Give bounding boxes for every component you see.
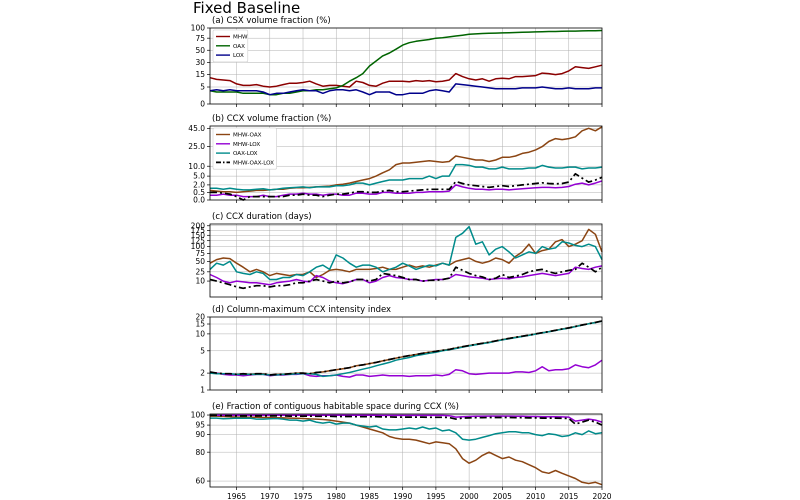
x-tick-label: 2020	[592, 492, 611, 500]
x-tick-label: 2015	[559, 492, 578, 500]
series-line-mhw-oax-lox	[210, 172, 603, 201]
y-tick-label: 10	[195, 277, 205, 286]
panel-a: (a) CSX volume fraction (%) 0 5 15 30 50 75100…	[191, 16, 603, 109]
y-tick-label: 80	[195, 448, 205, 457]
y-tick-label: 2	[200, 369, 205, 378]
y-tick-label: 60	[195, 477, 205, 486]
x-tick-label: 1990	[393, 492, 412, 500]
x-tick-label: 1995	[426, 492, 445, 500]
x-tick-label: 2000	[460, 492, 479, 500]
plot-frame	[209, 316, 603, 391]
y-tick-label: 30	[195, 58, 205, 67]
y-tick-label: 5	[200, 83, 205, 92]
y-tick-label: 95	[195, 421, 205, 430]
x-tick-label: 2010	[526, 492, 545, 500]
y-tick-label: 10	[195, 329, 205, 338]
y-tick-label: 100	[191, 411, 206, 420]
y-tick-label: 150	[191, 231, 206, 240]
panel-c: (c) CCX duration (days) 10255075100125150…	[191, 212, 603, 300]
legend-label: OAX-LOX	[233, 151, 258, 157]
legend: MHW OAX LOX	[212, 29, 249, 63]
series-line-mhw	[209, 64, 603, 88]
legend-label: MHW	[233, 35, 248, 41]
series-line-mhw-oax-lox	[210, 414, 603, 426]
y-tick-label: 75	[195, 249, 205, 258]
legend-label: MHW-OAX-LOX	[233, 160, 274, 166]
y-tick-label: 0	[200, 100, 205, 109]
y-tick-label: 100	[191, 242, 206, 251]
legend-label: MHW-OAX	[233, 133, 262, 139]
series-line-mhw-oax-lox	[209, 262, 603, 290]
series-line-oax	[209, 29, 603, 96]
y-tick-label: 1	[200, 386, 205, 395]
series-line-oax-lox	[210, 163, 603, 191]
y-tick-label: 90	[195, 430, 205, 439]
panel-e: (e) Fraction of contiguous habitable spa…	[191, 402, 612, 500]
x-tick-label: 1980	[327, 492, 346, 500]
legend-label: OAX	[233, 44, 245, 50]
y-tick-label: 50	[195, 257, 205, 266]
y-tick-label: 2.0	[193, 180, 205, 189]
y-tick-label: 0.0	[193, 196, 205, 205]
y-tick-label: 175	[191, 226, 206, 235]
x-tick-label: 1965	[227, 492, 246, 500]
panel-title: (b) CCX volume fraction (%)	[212, 114, 331, 124]
y-tick-label: 5.0	[193, 172, 205, 181]
y-tick-label: 15	[195, 70, 205, 79]
x-tick-label: 1975	[293, 492, 312, 500]
y-tick-label: 50	[195, 46, 205, 55]
y-tick-label: 75	[195, 34, 205, 43]
y-tick-label: 5	[200, 346, 205, 355]
panel-d: (d) Column-maximum CCX intensity index 1 2…	[195, 305, 603, 395]
panel-b: (b) CCX volume fraction (%) 0.00.52.05.01…	[188, 114, 603, 205]
series-line-mhw-lox	[210, 180, 603, 198]
panel-title: (c) CCX duration (days)	[212, 212, 312, 222]
panel-title: (d) Column-maximum CCX intensity index	[212, 305, 391, 315]
plot-frame	[209, 27, 603, 105]
series-line-mhw-lox	[209, 265, 603, 286]
series-line-lox	[209, 83, 602, 96]
series-line-mhw-oax	[210, 415, 603, 486]
legend: MHW-OAX MHW-LOX OAX-LOX MHW-OAX-LOX	[212, 127, 277, 170]
plot-frame	[209, 223, 603, 298]
legend-label: MHW-LOX	[233, 142, 260, 148]
y-tick-label: 15	[195, 320, 205, 329]
legend-label: LOX	[233, 53, 244, 59]
legend-box	[212, 29, 249, 63]
y-tick-label: 10.0	[188, 162, 205, 171]
series-line-oax-lox	[210, 417, 603, 441]
y-tick-label: 100	[191, 24, 206, 33]
y-tick-label: 200	[191, 221, 206, 230]
panel-title: (a) CSX volume fraction (%)	[212, 16, 331, 26]
y-tick-label: 125	[191, 236, 206, 245]
plot-frame	[209, 125, 603, 201]
panel-title: (e) Fraction of contiguous habitable spa…	[212, 402, 459, 412]
plot-frame	[209, 413, 603, 488]
x-tick-label: 1985	[360, 492, 379, 500]
y-tick-label: 45.0	[188, 124, 205, 133]
x-tick-label: 2005	[493, 492, 512, 500]
y-tick-label: 0.5	[193, 188, 205, 197]
y-tick-label: 20	[195, 313, 205, 322]
legend-box	[212, 127, 277, 170]
series-line-oax-lox	[209, 225, 603, 281]
y-tick-label: 25.0	[188, 142, 205, 151]
figure-title: Fixed Baseline	[193, 0, 300, 17]
x-tick-label: 1970	[260, 492, 279, 500]
y-tick-label: 25	[195, 267, 205, 276]
series-line-mhw-oax-lox	[209, 320, 603, 376]
